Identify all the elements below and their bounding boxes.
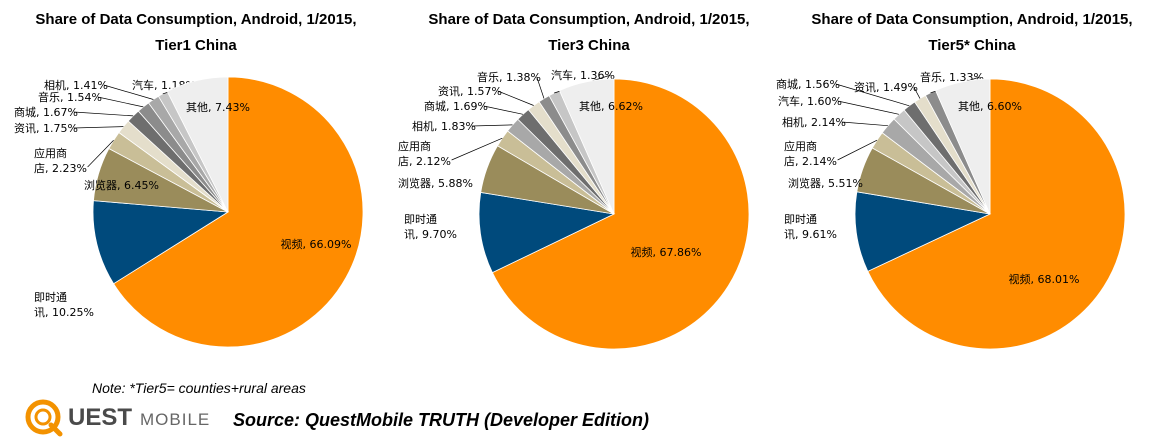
pie-slice [166,76,229,213]
slice-label: 应用商店, 2.12% [398,139,451,168]
pie-slice [935,78,991,215]
logo-q-icon [25,399,63,437]
pie-slice [478,191,616,274]
slice-label: 资讯, 1.57% [438,85,502,98]
slice-label: 浏览器, 5.51% [788,176,863,190]
slice-label: 其他, 6.60% [958,100,1022,113]
slice-label: 相机, 1.83% [412,119,476,133]
slice-label: 音乐, 1.38% [477,70,541,84]
chart-title: Share of Data Consumption, Android, 1/20… [35,11,356,54]
slice-label: 商城, 1.67% [14,105,78,119]
pie-chart-tier5: Share of Data Consumption, Android, 1/20… [776,11,1133,350]
pie-slice [854,191,992,272]
slice-label: 视频, 68.01% [1009,272,1080,286]
slice-label: 即时通讯, 10.25% [34,291,94,319]
leader-line [913,86,921,99]
pie-slice [92,200,230,285]
slice-label: 应用商店, 2.23% [34,146,87,175]
slice-label: 即时通讯, 9.61% [784,213,837,241]
chart-title: Share of Data Consumption, Android, 1/20… [428,11,749,54]
slice-label: 其他, 7.43% [186,101,250,114]
logo-subword: MOBILE [140,410,211,429]
pie-slice [867,78,1126,350]
slice-label: 应用商店, 2.14% [784,139,837,168]
logo-word: UEST [68,404,133,431]
leader-line [73,126,124,129]
slice-label: 汽车, 1.60% [778,94,842,108]
source-text: Source: QuestMobile TRUTH (Developer Edi… [233,410,650,430]
slice-label: 商城, 1.56% [776,77,840,91]
leader-line [483,105,524,115]
pie-slice [558,78,615,215]
leader-line [837,100,899,115]
leader-line [835,83,910,107]
leader-line [73,111,134,117]
slice-label: 音乐, 1.54% [38,90,102,104]
leader-line [536,76,545,99]
slice-label: 浏览器, 5.88% [398,176,473,190]
slice-label: 浏览器, 6.45% [84,178,159,192]
slice-label: 汽车, 1.36% [551,68,615,82]
pie-chart-tier3: Share of Data Consumption, Android, 1/20… [398,11,750,350]
leader-line [497,90,534,106]
pie-charts-panel: Share of Data Consumption, Android, 1/20… [14,11,1133,350]
leader-line [841,121,888,127]
slice-label: 视频, 67.86% [631,245,702,259]
slice-label: 相机, 1.41% [44,78,108,92]
pie-slice [491,78,750,350]
leader-line [837,139,878,161]
slice-label: 视频, 66.09% [281,237,352,251]
questmobile-logo: UEST MOBILE [22,396,222,440]
slice-label: 商城, 1.69% [424,99,488,113]
pie-chart-tier1: Share of Data Consumption, Android, 1/20… [14,11,364,348]
slice-label: 即时通讯, 9.70% [404,213,457,241]
chart-title: Share of Data Consumption, Android, 1/20… [811,11,1132,54]
leader-line [97,96,144,108]
footnote: Note: *Tier5= counties+rural areas [92,380,306,396]
slice-label: 相机, 2.14% [782,115,846,129]
slice-label: 资讯, 1.49% [854,81,918,94]
slice-label: 其他, 6.62% [579,100,643,113]
leader-line [471,124,513,127]
pie-slice [113,76,364,348]
leader-line [451,137,503,161]
leader-line [103,84,154,100]
slice-label: 资讯, 1.75% [14,122,78,135]
leader-line [87,140,114,168]
